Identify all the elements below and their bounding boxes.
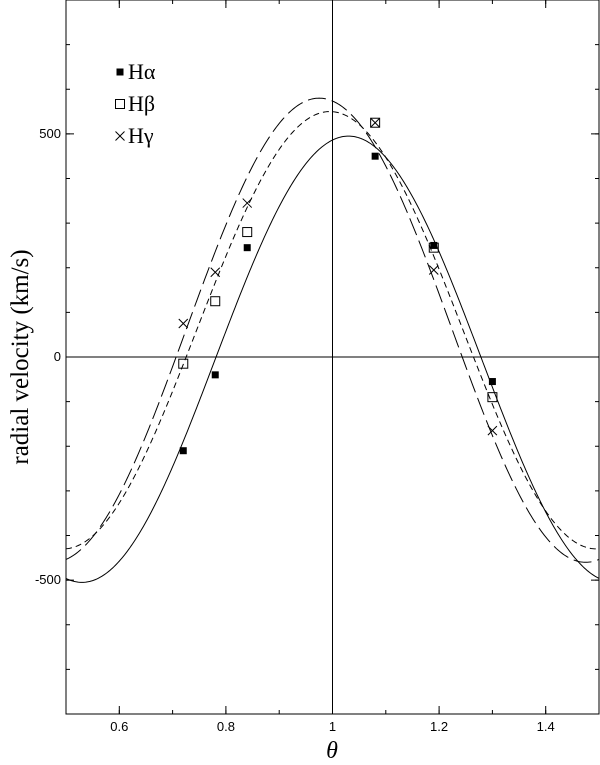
model-curve-short-dash (65, 111, 600, 550)
data-point-series-3 (242, 198, 253, 208)
data-point-series-2 (242, 227, 253, 238)
data-point-series-1 (488, 378, 496, 386)
data-point-series-3 (487, 425, 498, 436)
data-point-series-1 (430, 241, 438, 249)
x-tick-label: 1 (329, 719, 336, 734)
data-point-series-1 (371, 152, 379, 160)
x-axis-title: θ (326, 738, 338, 764)
data-point-series-1 (211, 371, 219, 379)
legend-label-2: Hβ (128, 91, 155, 116)
data-point-series-2 (178, 358, 189, 369)
x-tick-label: 1.2 (430, 719, 448, 734)
model-curve-long-dash (65, 97, 600, 563)
y-tick-label: -500 (35, 572, 61, 587)
data-point-series-1 (243, 244, 251, 252)
legend-marker-3 (115, 131, 125, 141)
data-point-series-2 (210, 296, 221, 307)
y-tick-label: 500 (39, 126, 61, 141)
model-curve-solid (65, 135, 600, 583)
legend: Hα Hβ Hγ (115, 59, 156, 148)
legend-marker-1 (116, 68, 124, 76)
data-point-series-3 (428, 265, 439, 275)
data-point-series-3 (210, 267, 221, 278)
y-axis-title: radial velocity (km/s) (7, 249, 34, 464)
data-point-series-1 (179, 447, 187, 455)
x-tick-label: 0.6 (110, 719, 128, 734)
legend-label-1: Hα (128, 59, 156, 84)
x-tick-label: 1.4 (537, 719, 555, 734)
data-point-series-2 (487, 392, 498, 403)
legend-marker-2 (115, 99, 125, 109)
legend-label-3: Hγ (128, 123, 154, 148)
data-point-series-2 (370, 117, 381, 128)
x-tick-label: 0.8 (217, 719, 235, 734)
data-point-series-3 (178, 318, 189, 329)
y-tick-label: 0 (54, 349, 61, 364)
data-point-series-2 (428, 242, 439, 253)
data-point-series-3 (370, 117, 380, 128)
